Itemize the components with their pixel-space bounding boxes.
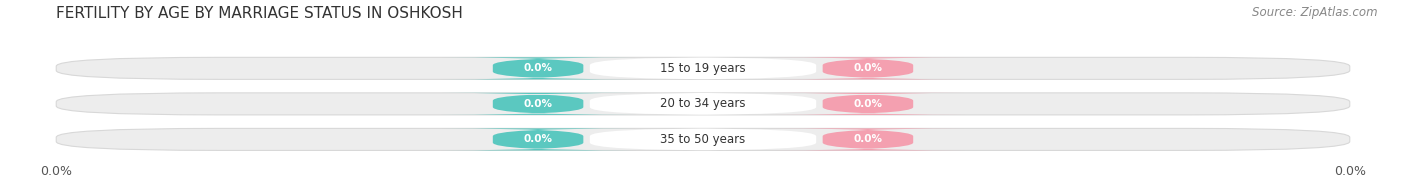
FancyBboxPatch shape [441,93,636,115]
Text: Source: ZipAtlas.com: Source: ZipAtlas.com [1253,6,1378,19]
Text: 15 to 19 years: 15 to 19 years [661,62,745,75]
Text: 0.0%: 0.0% [853,63,883,73]
Text: FERTILITY BY AGE BY MARRIAGE STATUS IN OSHKOSH: FERTILITY BY AGE BY MARRIAGE STATUS IN O… [56,6,463,21]
FancyBboxPatch shape [56,93,1350,115]
FancyBboxPatch shape [441,57,636,79]
Text: 0.0%: 0.0% [853,134,883,144]
Text: 20 to 34 years: 20 to 34 years [661,97,745,110]
FancyBboxPatch shape [770,57,965,79]
Text: 0.0%: 0.0% [853,99,883,109]
FancyBboxPatch shape [770,93,965,115]
Text: 0.0%: 0.0% [523,63,553,73]
FancyBboxPatch shape [591,93,817,115]
FancyBboxPatch shape [591,57,817,79]
Text: 35 to 50 years: 35 to 50 years [661,133,745,146]
FancyBboxPatch shape [441,128,636,150]
FancyBboxPatch shape [56,128,1350,150]
FancyBboxPatch shape [770,128,965,150]
Text: 0.0%: 0.0% [523,99,553,109]
Text: 0.0%: 0.0% [523,134,553,144]
FancyBboxPatch shape [591,128,817,150]
FancyBboxPatch shape [56,57,1350,79]
